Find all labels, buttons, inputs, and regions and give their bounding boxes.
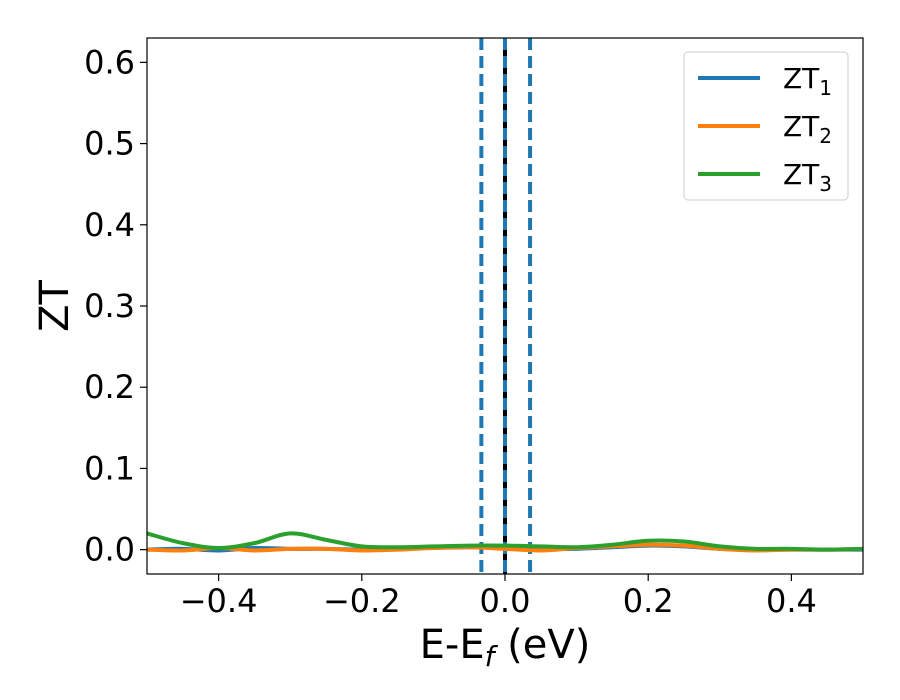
legend-label-ZT2: ZT2 (783, 110, 832, 148)
legend-label-ZT3: ZT3 (783, 158, 832, 196)
x-tick-label: 0.0 (480, 582, 531, 620)
y-tick-label: 0.5 (84, 125, 135, 163)
y-tick-label: 0.0 (84, 531, 135, 569)
y-tick-label: 0.3 (84, 287, 135, 325)
y-tick-label: 0.1 (84, 449, 135, 487)
x-tick-label: −0.2 (323, 582, 401, 620)
y-axis-title: ZT (32, 280, 78, 332)
x-tick-label: 0.4 (766, 582, 817, 620)
x-tick-label: −0.4 (180, 582, 258, 620)
y-axis-ticks: 0.0 0.1 0.2 0.3 0.4 0.5 0.6 (84, 43, 147, 569)
x-tick-label: 0.2 (623, 582, 674, 620)
series-lines (147, 531, 863, 553)
y-tick-label: 0.6 (84, 43, 135, 81)
legend-label-ZT1: ZT1 (783, 62, 832, 100)
y-tick-label: 0.2 (84, 368, 135, 406)
series-line-ZT3 (147, 531, 863, 552)
legend: ZT1 ZT2 ZT3 (683, 51, 849, 201)
x-axis-ticks: −0.4 −0.2 0.0 0.2 0.4 (180, 574, 817, 620)
legend-frame (683, 51, 849, 201)
vertical-reference-lines (479, 38, 533, 574)
x-axis-title: E-Ef (eV) (420, 622, 591, 673)
y-tick-label: 0.4 (84, 206, 135, 244)
